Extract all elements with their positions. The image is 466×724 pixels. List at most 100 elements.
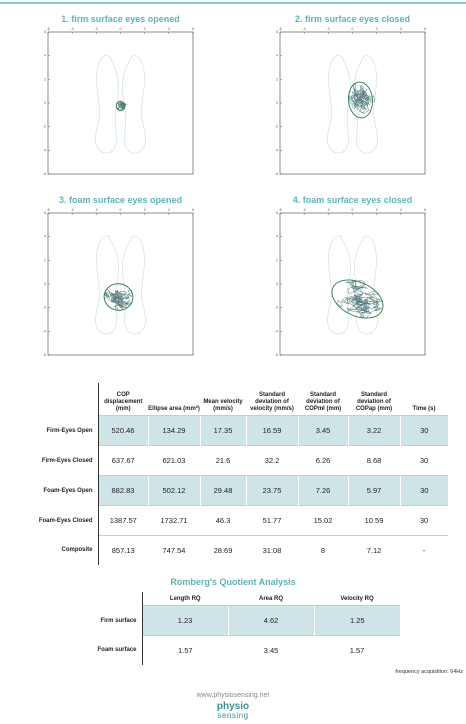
y-tick-label: 2 bbox=[44, 258, 46, 262]
foot-outline bbox=[354, 54, 378, 154]
cell: 3.45 bbox=[228, 635, 314, 665]
row-label: Foam-Eyes Closed bbox=[0, 505, 99, 536]
foot-outline bbox=[95, 235, 119, 335]
cell: 46.3 bbox=[200, 505, 246, 536]
cell: 30 bbox=[399, 475, 448, 506]
column-header: Mean velocity (mm/s) bbox=[203, 399, 243, 412]
x-tick-label: 0 bbox=[352, 208, 354, 212]
confidence-ellipse bbox=[347, 81, 374, 119]
foot-outline bbox=[122, 54, 146, 154]
cell: 1.23 bbox=[141, 605, 228, 636]
x-tick-label: -2 bbox=[327, 208, 330, 212]
cell: 857.13 bbox=[98, 535, 148, 565]
column-header: Ellipse area (mm²) bbox=[148, 406, 200, 412]
cell: 8.68 bbox=[348, 445, 400, 476]
foot-outline bbox=[327, 54, 351, 154]
y-tick-label: 2 bbox=[276, 77, 278, 81]
results-table: COP displacement (mm) Ellipse area (mm²) M… bbox=[0, 383, 448, 565]
cell: 621.03 bbox=[148, 445, 200, 476]
cell: 17.35 bbox=[199, 415, 246, 446]
x-tick-label: 4 bbox=[400, 27, 402, 31]
romberg-title: Romberg's Quotient Analysis bbox=[170, 577, 296, 587]
column-header: Standard deviation of COPap (mm) bbox=[355, 392, 393, 412]
panel-title: 3. foam surface eyes opened bbox=[59, 195, 182, 205]
foot-outline bbox=[122, 235, 146, 335]
column-header: COP displacement (mm) bbox=[104, 392, 143, 412]
column-header: Area RQ bbox=[258, 595, 283, 602]
header-row: Length RQ Area RQ Velocity RQ bbox=[0, 592, 400, 606]
y-tick-label: 4 bbox=[44, 54, 46, 58]
cell: 21.6 bbox=[200, 445, 246, 476]
x-tick-label: 0 bbox=[120, 208, 122, 212]
cell: 1.57 bbox=[314, 635, 400, 665]
logo-top: physio bbox=[216, 701, 250, 712]
stabilograms: 1. firm surface eyes opened -6 -6 -4 -4 -2 -2 0… bbox=[0, 2, 466, 357]
y-tick-label: -6 bbox=[43, 172, 46, 176]
column-header: Length RQ bbox=[169, 595, 201, 602]
y-tick-label: 6 bbox=[44, 30, 46, 34]
row-label: Foam-Eyes Open bbox=[0, 475, 99, 506]
x-tick-label: 4 bbox=[400, 208, 402, 212]
cell: 30 bbox=[400, 445, 448, 476]
cell: 1.25 bbox=[313, 605, 400, 636]
panel-title: 4. foam surface eyes closed bbox=[293, 195, 413, 205]
y-tick-label: 0 bbox=[44, 101, 46, 105]
cell: 1.57 bbox=[142, 635, 228, 665]
row-label: Firm-Eyes Open bbox=[0, 415, 99, 446]
cell: 15.02 bbox=[298, 505, 348, 536]
foot-outline bbox=[95, 54, 119, 154]
corner bbox=[0, 383, 99, 416]
cell: 16.59 bbox=[245, 415, 298, 446]
cell: 4.62 bbox=[227, 605, 314, 636]
y-tick-label: -6 bbox=[275, 353, 278, 357]
sway-trace bbox=[348, 83, 375, 114]
cell: 134.29 bbox=[147, 415, 200, 446]
cell: 1732.71 bbox=[148, 505, 200, 536]
table-row: Foam-Eyes Closed 1387.57 1732.71 46.3 51.77 1… bbox=[0, 505, 448, 536]
frequency-note: frequency acquisition: 64Hz bbox=[395, 669, 463, 675]
y-tick-label: -4 bbox=[43, 329, 46, 333]
sway-trace bbox=[336, 279, 384, 319]
y-tick-label: -2 bbox=[43, 306, 46, 310]
cell: 28.69 bbox=[200, 535, 246, 565]
y-tick-label: -6 bbox=[275, 172, 278, 176]
column-header: Standard deviation of velocity (mm/s) bbox=[250, 392, 294, 412]
table-row: Firm-Eyes Closed 637.67 621.03 21.6 32.2 6.26… bbox=[0, 445, 448, 476]
row-label: Foam surface bbox=[0, 635, 143, 665]
plot-frame bbox=[279, 31, 426, 175]
column-header: Velocity RQ bbox=[340, 595, 374, 602]
column-header: Time (s) bbox=[412, 406, 436, 412]
plot-frame bbox=[279, 212, 426, 356]
x-tick-label: 6 bbox=[192, 27, 194, 31]
y-tick-label: -4 bbox=[275, 329, 278, 333]
row-label: Composite bbox=[0, 535, 99, 565]
x-tick-label: -4 bbox=[303, 208, 306, 212]
y-tick-label: -2 bbox=[275, 125, 278, 129]
x-tick-label: 0 bbox=[120, 27, 122, 31]
cell: 31.08 bbox=[246, 535, 298, 565]
y-tick-label: -4 bbox=[275, 148, 278, 152]
x-tick-label: 6 bbox=[424, 208, 426, 212]
confidence-ellipse bbox=[103, 283, 134, 311]
cell: 32.2 bbox=[246, 445, 298, 476]
table-row: Composite 857.13 747.54 28.69 31.08 8 7.12- bbox=[0, 535, 448, 565]
x-tick-label: -2 bbox=[95, 27, 98, 31]
x-tick-label: -2 bbox=[327, 27, 330, 31]
confidence-ellipse bbox=[331, 279, 384, 319]
y-tick-label: 2 bbox=[44, 77, 46, 81]
cell: 637.67 bbox=[98, 445, 148, 476]
y-tick-label: 4 bbox=[276, 54, 278, 58]
header-row: COP displacement (mm) Ellipse area (mm²) M… bbox=[0, 383, 448, 416]
x-tick-label: 2 bbox=[376, 208, 378, 212]
foot-outline bbox=[327, 235, 351, 335]
y-tick-label: 6 bbox=[276, 30, 278, 34]
table-row: Foam surface 1.57 3.45 1.57 bbox=[0, 635, 400, 665]
table-row: Firm surface 1.23 4.62 1.25 bbox=[0, 605, 400, 636]
y-tick-label: -2 bbox=[43, 125, 46, 129]
x-tick-label: -6 bbox=[46, 208, 49, 212]
x-tick-label: -6 bbox=[278, 208, 281, 212]
x-tick-label: -4 bbox=[71, 208, 74, 212]
cell: 1387.57 bbox=[98, 505, 148, 536]
cell: 30 bbox=[399, 415, 448, 446]
